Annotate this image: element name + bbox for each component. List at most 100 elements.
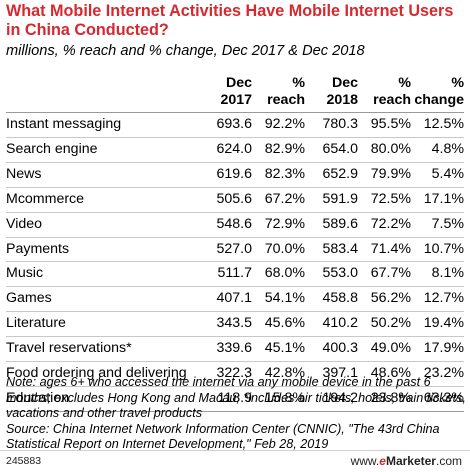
header-cell-label xyxy=(6,67,199,113)
table-row: Search engine 624.0 82.9% 654.0 80.0% 4.8% xyxy=(6,136,464,163)
cell-dec2017: 118.9 xyxy=(199,385,252,412)
cell-dec2018: 652.9 xyxy=(305,161,358,188)
cell-dec2017: 322.3 xyxy=(199,361,252,387)
table-row: Music 511.7 68.0% 553.0 67.7% 8.1% xyxy=(6,261,464,287)
cell-reach2018: 80.0% xyxy=(358,136,411,163)
header-cell-change: % change xyxy=(411,67,464,113)
cell-change: 17.9% xyxy=(411,336,464,362)
cell-dec2017: 511.7 xyxy=(199,261,252,287)
cell-reach2017: 42.8% xyxy=(252,361,305,387)
cell-change: 7.5% xyxy=(411,211,464,238)
chart-subtitle: millions, % reach and % change, Dec 2017… xyxy=(6,43,365,59)
cell-reach2017: 82.9% xyxy=(252,136,305,163)
cell-reach2017: 54.1% xyxy=(252,286,305,312)
cell-dec2018: 589.6 xyxy=(305,211,358,238)
cell-dec2018: 410.2 xyxy=(305,311,358,337)
cell-reach2018: 23.8% xyxy=(358,385,411,412)
cell-dec2018: 553.0 xyxy=(305,261,358,287)
brand-suffix: .com xyxy=(435,454,462,468)
chart-id: 245883 xyxy=(6,455,42,467)
cell-dec2017: 527.0 xyxy=(199,236,252,262)
cell-reach2017: 70.0% xyxy=(252,236,305,262)
table-row: Video 548.6 72.9% 589.6 72.2% 7.5% xyxy=(6,211,464,238)
cell-change: 12.7% xyxy=(411,286,464,312)
cell-reach2018: 48.6% xyxy=(358,361,411,387)
row-label: Games xyxy=(6,286,199,312)
row-label: Instant messaging xyxy=(6,112,199,138)
cell-dec2018: 194.2 xyxy=(305,385,358,412)
chart-notes: Note: ages 6+ who accessed the internet … xyxy=(6,375,468,453)
cell-dec2018: 458.8 xyxy=(305,286,358,312)
cell-reach2017: 72.9% xyxy=(252,211,305,238)
cell-reach2018: 72.5% xyxy=(358,186,411,213)
footer: 245883 www.eMarketer.com xyxy=(0,450,470,472)
cell-dec2017: 624.0 xyxy=(199,136,252,163)
row-label: Mcommerce xyxy=(6,186,199,213)
header-cell-reach2018: % reach xyxy=(358,67,411,113)
row-label: Music xyxy=(6,261,199,287)
cell-dec2018: 780.3 xyxy=(305,112,358,138)
cell-reach2018: 50.2% xyxy=(358,311,411,337)
header-cell-dec2018: Dec 2018 xyxy=(305,67,358,113)
cell-change: 63.3% xyxy=(411,385,464,412)
row-label: Payments xyxy=(6,236,199,262)
cell-change: 23.2% xyxy=(411,361,464,387)
brand-e: e xyxy=(379,454,386,468)
brand-prefix: www. xyxy=(350,454,380,468)
table-row: Mcommerce 505.6 67.2% 591.9 72.5% 17.1% xyxy=(6,186,464,213)
note-text: Note: ages 6+ who accessed the internet … xyxy=(6,375,466,420)
table-row: Education 118.9 15.8% 194.2 23.8% 63.3% xyxy=(6,385,464,412)
table-row: News 619.6 82.3% 652.9 79.9% 5.4% xyxy=(6,161,464,188)
source-text: Source: China Internet Network Informati… xyxy=(6,421,440,452)
row-label: Food ordering and delivering xyxy=(6,361,199,387)
table-row: Literature 343.5 45.6% 410.2 50.2% 19.4% xyxy=(6,311,464,337)
header-row: Dec 2017 % reach Dec 2018 % reach % change xyxy=(6,67,464,113)
header-cell-reach2017: % reach xyxy=(252,67,305,113)
cell-change: 12.5% xyxy=(411,112,464,138)
row-label: News xyxy=(6,161,199,188)
table-row: Food ordering and delivering 322.3 42.8% 39… xyxy=(6,361,464,387)
cell-dec2017: 407.1 xyxy=(199,286,252,312)
cell-reach2017: 45.6% xyxy=(252,311,305,337)
cell-reach2018: 49.0% xyxy=(358,336,411,362)
cell-reach2018: 79.9% xyxy=(358,161,411,188)
table-row: Payments 527.0 70.0% 583.4 71.4% 10.7% xyxy=(6,236,464,262)
cell-dec2018: 654.0 xyxy=(305,136,358,163)
cell-dec2017: 343.5 xyxy=(199,311,252,337)
cell-change: 4.8% xyxy=(411,136,464,163)
cell-dec2018: 400.3 xyxy=(305,336,358,362)
cell-dec2018: 397.1 xyxy=(305,361,358,387)
row-label: Video xyxy=(6,211,199,238)
cell-dec2017: 693.6 xyxy=(199,112,252,138)
cell-reach2018: 67.7% xyxy=(358,261,411,287)
cell-reach2017: 82.3% xyxy=(252,161,305,188)
cell-reach2018: 72.2% xyxy=(358,211,411,238)
cell-dec2018: 591.9 xyxy=(305,186,358,213)
cell-change: 5.4% xyxy=(411,161,464,188)
table-row: Instant messaging 693.6 92.2% 780.3 95.5% 12.… xyxy=(6,112,464,138)
header-cell-dec2017: Dec 2017 xyxy=(199,67,252,113)
cell-change: 10.7% xyxy=(411,236,464,262)
brand-name: Marketer xyxy=(385,454,436,468)
chart-title: What Mobile Internet Activities Have Mob… xyxy=(6,2,454,39)
cell-dec2017: 548.6 xyxy=(199,211,252,238)
row-label: Travel reservations* xyxy=(6,336,199,362)
cell-reach2017: 67.2% xyxy=(252,186,305,213)
cell-dec2017: 619.6 xyxy=(199,161,252,188)
cell-reach2017: 92.2% xyxy=(252,112,305,138)
row-label: Education xyxy=(6,385,199,412)
cell-dec2018: 583.4 xyxy=(305,236,358,262)
cell-change: 8.1% xyxy=(411,261,464,287)
cell-reach2018: 56.2% xyxy=(358,286,411,312)
emarketer-logo[interactable]: www.eMarketer.com xyxy=(351,454,462,468)
cell-dec2017: 505.6 xyxy=(199,186,252,213)
cell-reach2017: 68.0% xyxy=(252,261,305,287)
table-row: Travel reservations* 339.6 45.1% 400.3 49.0%… xyxy=(6,336,464,362)
cell-reach2017: 45.1% xyxy=(252,336,305,362)
cell-change: 19.4% xyxy=(411,311,464,337)
row-label: Literature xyxy=(6,311,199,337)
cell-reach2017: 15.8% xyxy=(252,385,305,412)
cell-reach2018: 95.5% xyxy=(358,112,411,138)
table-row: Games 407.1 54.1% 458.8 56.2% 12.7% xyxy=(6,286,464,312)
cell-dec2017: 339.6 xyxy=(199,336,252,362)
